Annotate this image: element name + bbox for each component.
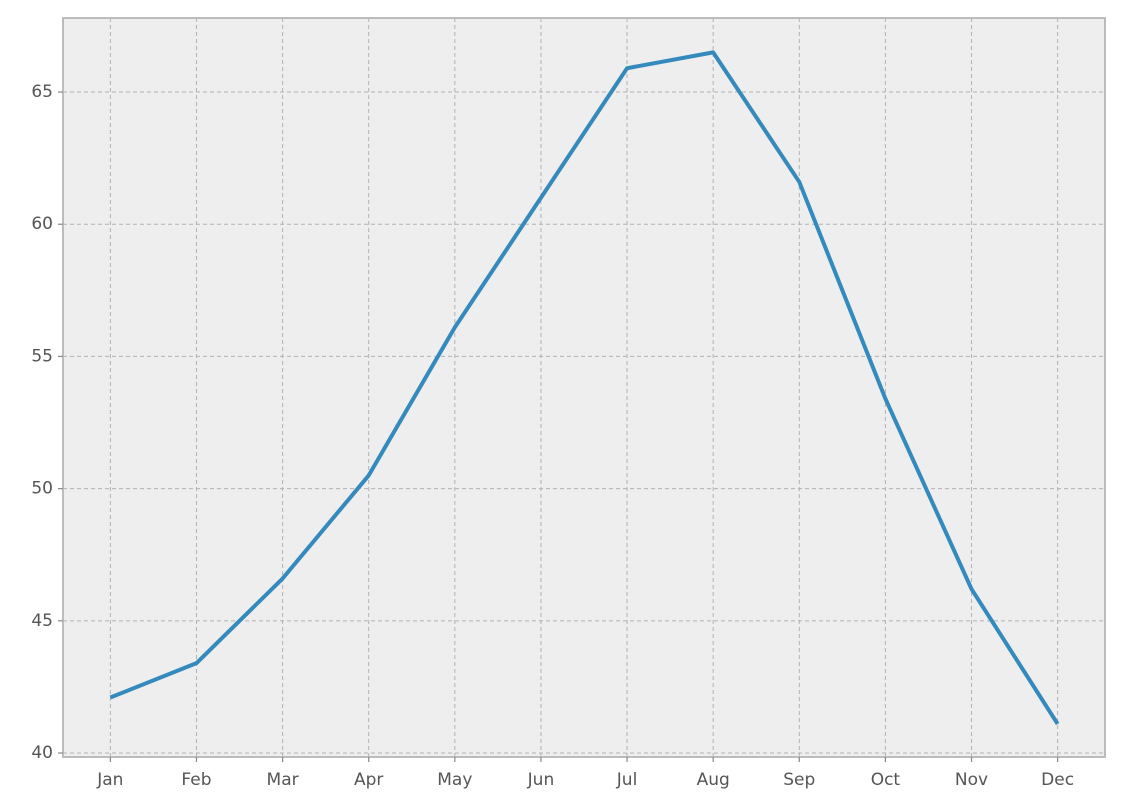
x-tick-label: May [437, 770, 472, 790]
x-tick-label: Sep [783, 770, 815, 790]
x-tick-label: Nov [955, 770, 988, 790]
x-tick-label: Mar [267, 770, 299, 790]
plot-layer [63, 18, 1105, 757]
y-tick-label: 40 [31, 743, 53, 763]
x-tick-label: Oct [871, 770, 901, 790]
y-tick-label: 50 [31, 479, 53, 499]
line-series [109, 50, 1060, 726]
y-tick-label: 45 [31, 611, 53, 631]
x-tick-label: Aug [697, 770, 730, 790]
x-tick-label: Jan [96, 770, 123, 790]
y-tick-label: 65 [31, 82, 53, 102]
x-tick-label: Apr [354, 770, 383, 790]
x-tick-label: Feb [181, 770, 211, 790]
x-tick-label: Jul [616, 770, 638, 790]
y-tick-label: 55 [31, 346, 53, 366]
x-tick-label: Jun [527, 770, 555, 790]
plot-border [62, 17, 1106, 758]
x-tick-label: Dec [1041, 770, 1074, 790]
plot-area [63, 18, 1105, 757]
y-tick-label: 60 [31, 214, 53, 234]
